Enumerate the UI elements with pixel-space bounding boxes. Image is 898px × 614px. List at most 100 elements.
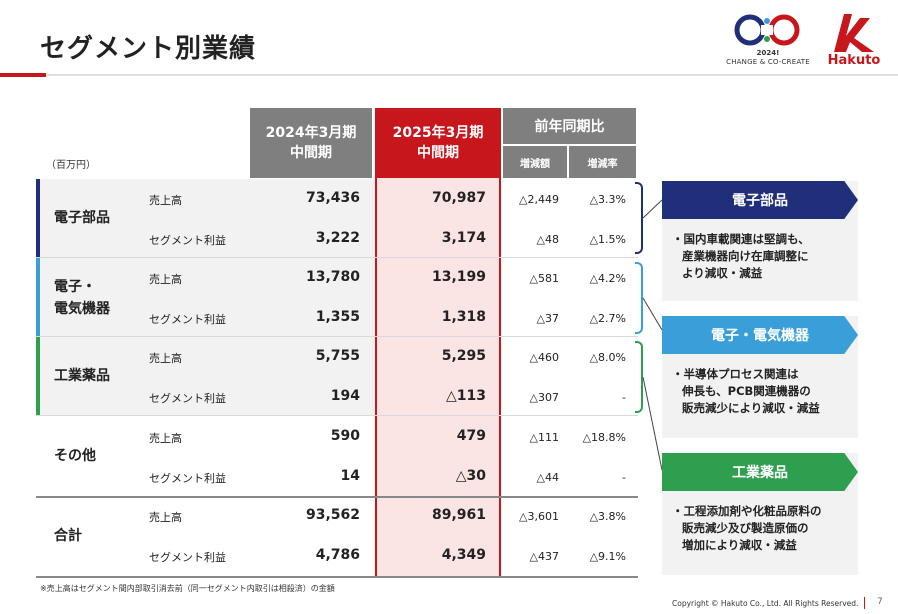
commentary-text: ・半導体プロセス関連は 伸長も、PCB関連機器の 販売減少により減収・減益 bbox=[672, 366, 854, 417]
segment-color-bar bbox=[36, 258, 40, 336]
commentary-line: 伸長も、PCB関連機器の bbox=[682, 384, 811, 398]
commentary-text: ・工程添加剤や化粧品原料の 販売減少及び製造原価の 増加により減収・減益 bbox=[672, 503, 854, 554]
connector-line bbox=[642, 199, 663, 219]
value-fy2025: △113 bbox=[446, 388, 486, 404]
footnote: ※売上高はセグメント間内部取引消去前（同一セグメント内取引は相殺済）の金額 bbox=[40, 584, 335, 593]
commentary-line: ・国内車載関連は堅調も、 bbox=[672, 232, 810, 246]
commentary-electronics-equipment: 電子・電気機器 ・半導体プロセス関連は 伸長も、PCB関連機器の 販売減少により… bbox=[662, 316, 858, 438]
value-rate: - bbox=[622, 391, 626, 404]
commentary-line: 増加により減収・減益 bbox=[682, 538, 797, 552]
commentary-line: より減収・減益 bbox=[682, 266, 763, 280]
segment-divider bbox=[36, 415, 638, 416]
value-rate: △4.2% bbox=[589, 272, 626, 285]
commentary-line: 販売減少及び製造原価の bbox=[682, 521, 809, 535]
value-fy2025: 89,961 bbox=[431, 507, 486, 523]
commentary-line: ・半導体プロセス関連は bbox=[672, 367, 799, 381]
value-fy2024: 1,355 bbox=[315, 309, 360, 325]
value-diff: △581 bbox=[529, 272, 559, 285]
change-co-create-logo-mark bbox=[734, 14, 800, 46]
bracket-connectors bbox=[642, 199, 663, 471]
row-label-profit: セグメント利益 bbox=[149, 551, 226, 564]
value-rate: - bbox=[622, 471, 626, 484]
segment-name: 電子・ 電気機器 bbox=[54, 276, 110, 320]
header-diff: 増減額 bbox=[503, 146, 567, 178]
bracket-industrial-chemicals bbox=[635, 341, 643, 413]
commentary-electronic-parts: 電子部品 ・国内車載関連は堅調も、 産業機器向け在庫調整に より減収・減益 bbox=[662, 181, 858, 301]
value-rate: △3.8% bbox=[589, 510, 626, 523]
segment-color-bar bbox=[36, 179, 40, 257]
value-rate: △2.7% bbox=[589, 312, 626, 325]
segment-electronics-equipment: 電子・ 電気機器 売上高 13,780 13,199 △581 △4.2% セグ… bbox=[36, 258, 638, 337]
row-label-profit: セグメント利益 bbox=[149, 234, 226, 247]
row-label-sales: 売上高 bbox=[149, 273, 182, 286]
header-fy2025-period: 中間期 bbox=[417, 145, 459, 161]
segment-name: その他 bbox=[54, 448, 96, 464]
header-fy2024-year: 2024年3月期 bbox=[265, 125, 357, 141]
unit-label: （百万円） bbox=[46, 160, 96, 171]
value-rate: △1.5% bbox=[589, 233, 626, 246]
commentary-title: 電子部品 bbox=[662, 181, 858, 219]
segment-bg bbox=[36, 337, 375, 415]
total-top-border bbox=[36, 496, 638, 498]
value-fy2025: 4,349 bbox=[441, 547, 486, 563]
header-yoy: 前年同期比 bbox=[503, 108, 636, 144]
segment-bg bbox=[36, 258, 375, 336]
segment-name: 合計 bbox=[54, 528, 82, 544]
change-logo-text: CHANGE & CO-CREATE bbox=[726, 58, 810, 66]
value-fy2024: 194 bbox=[330, 388, 360, 404]
total-bottom-border bbox=[36, 576, 638, 578]
value-fy2025: 13,199 bbox=[431, 269, 486, 285]
title-divider-accent bbox=[0, 73, 46, 77]
row-label-profit: セグメント利益 bbox=[149, 392, 226, 405]
segment-other: その他 売上高 590 479 △111 △18.8% セグメント利益 14 △… bbox=[36, 417, 638, 495]
hakuto-logo: Hakuto bbox=[824, 12, 884, 70]
value-diff: △460 bbox=[529, 351, 559, 364]
header-fy2025-year: 2025年3月期 bbox=[392, 125, 484, 141]
segment-divider bbox=[36, 336, 638, 337]
segment-divider bbox=[36, 257, 638, 258]
value-rate: △9.1% bbox=[589, 550, 626, 563]
header-fy2024: 2024年3月期 中間期 bbox=[250, 108, 372, 178]
value-fy2024: 73,436 bbox=[305, 190, 360, 206]
row-label-sales: 売上高 bbox=[149, 432, 182, 445]
value-fy2025: △30 bbox=[455, 468, 486, 484]
value-diff: △307 bbox=[529, 391, 559, 404]
row-label-profit: セグメント利益 bbox=[149, 472, 226, 485]
page-title: セグメント別業績 bbox=[40, 34, 257, 64]
commentary-line: ・工程添加剤や化粧品原料の bbox=[672, 504, 822, 518]
value-diff: △3,601 bbox=[519, 510, 559, 523]
commentary-line: 販売減少により減収・減益 bbox=[682, 401, 820, 415]
commentary-line: 産業機器向け在庫調整に bbox=[682, 249, 809, 263]
value-fy2025: 5,295 bbox=[441, 348, 486, 364]
change-co-create-logo: 2024! CHANGE & CO-CREATE bbox=[718, 12, 818, 68]
connector-line bbox=[642, 376, 663, 471]
segment-name-line: 電子・ bbox=[54, 279, 96, 295]
row-label-sales: 売上高 bbox=[149, 194, 182, 207]
value-fy2024: 13,780 bbox=[305, 269, 360, 285]
row-label-profit: セグメント利益 bbox=[149, 313, 226, 326]
commentary-industrial-chemicals: 工業薬品 ・工程添加剤や化粧品原料の 販売減少及び製造原価の 増加により減収・減… bbox=[662, 453, 858, 575]
value-diff: △111 bbox=[529, 431, 559, 444]
segment-color-bar bbox=[36, 337, 40, 415]
current-period-highlight bbox=[375, 108, 501, 578]
value-fy2025: 3,174 bbox=[441, 230, 486, 246]
row-label-sales: 売上高 bbox=[149, 511, 182, 524]
value-fy2024: 3,222 bbox=[315, 230, 360, 246]
value-rate: △3.3% bbox=[589, 193, 626, 206]
copyright: Copyright © Hakuto Co., Ltd. All Rights … bbox=[672, 599, 859, 608]
segment-electronic-parts: 電子部品 売上高 73,436 70,987 △2,449 △3.3% セグメン… bbox=[36, 179, 638, 258]
value-diff: △2,449 bbox=[519, 193, 559, 206]
header-fy2024-period: 中間期 bbox=[290, 145, 332, 161]
commentary-title: 工業薬品 bbox=[662, 453, 858, 491]
segment-name: 電子部品 bbox=[54, 210, 110, 226]
header-rate: 増減率 bbox=[569, 146, 636, 178]
value-rate: △18.8% bbox=[582, 431, 626, 444]
value-fy2024: 14 bbox=[340, 468, 360, 484]
segment-industrial-chemicals: 工業薬品 売上高 5,755 5,295 △460 △8.0% セグメント利益 … bbox=[36, 337, 638, 416]
change-logo-year: 2024! bbox=[756, 49, 780, 57]
value-fy2025: 479 bbox=[456, 428, 486, 444]
value-fy2024: 4,786 bbox=[315, 547, 360, 563]
value-fy2024: 93,562 bbox=[305, 507, 360, 523]
value-diff: △48 bbox=[536, 233, 559, 246]
connector-line bbox=[642, 297, 663, 331]
